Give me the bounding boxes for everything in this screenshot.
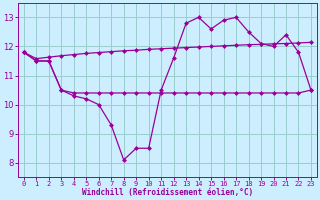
X-axis label: Windchill (Refroidissement éolien,°C): Windchill (Refroidissement éolien,°C) [82,188,253,197]
